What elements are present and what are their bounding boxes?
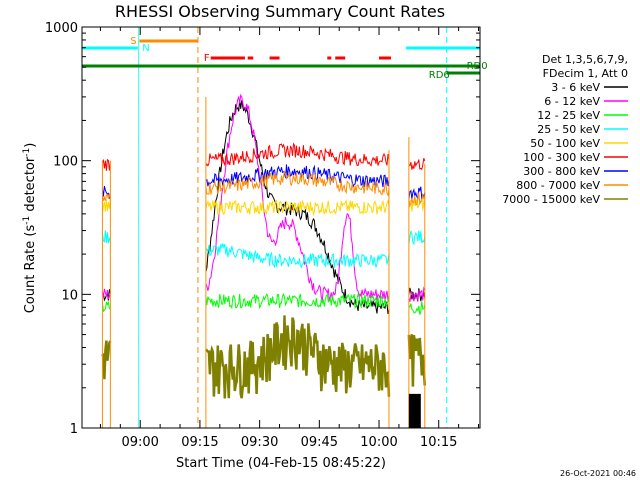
series-line: [408, 230, 426, 246]
series-7000-15000-kev: [101, 315, 427, 399]
chart-title: RHESSI Observing Summary Count Rates: [115, 2, 445, 21]
series-line: [101, 300, 111, 313]
series-line: [101, 198, 111, 212]
x-tick-label: 09:00: [121, 435, 158, 450]
series-line: [408, 158, 426, 171]
generation-timestamp: 26-Oct-2021 00:46: [560, 469, 636, 478]
legend-entry-label: 50 - 100 keV: [530, 137, 600, 150]
series-12-25-kev: [101, 292, 426, 315]
series-25-50-kev: [101, 230, 426, 269]
x-tick-label: 09:15: [181, 435, 218, 450]
series-line: [205, 164, 390, 189]
series-6-12-kev: [101, 93, 426, 302]
series-line: [205, 292, 390, 310]
series-line: [407, 334, 427, 387]
series-line: [101, 158, 111, 171]
series-line: [101, 193, 111, 201]
x-axis: 09:00 09:15 09:30 09:45 10:00 10:15: [99, 27, 480, 450]
x-tick-label: 10:15: [420, 435, 457, 450]
flag-label-s: S: [130, 36, 136, 47]
flag-label-f: F: [204, 53, 210, 64]
flag-label-n: N: [142, 43, 149, 54]
y-axis-label: Count Rate (s-1 detector-1): [22, 143, 38, 314]
y-tick-label: 1000: [45, 21, 78, 36]
flare-3-6-fill: [408, 393, 421, 428]
y-axis: 1000 100 10 1: [45, 21, 480, 437]
legend-entry-label: 3 - 6 keV: [551, 81, 600, 94]
legend-entry-label: 800 - 7000 keV: [516, 179, 600, 192]
legend-entry-label: 100 - 300 keV: [523, 151, 600, 164]
series-line: [205, 170, 390, 197]
y-tick-label: 1: [70, 422, 78, 437]
data-gap: [110, 27, 139, 428]
series-line: [101, 288, 111, 300]
y-tick-label: 100: [53, 155, 78, 170]
x-tick-label: 09:30: [241, 435, 278, 450]
series-line: [408, 197, 426, 212]
series-line: [101, 340, 112, 380]
legend: Det 1,3,5,6,7,9, FDecim 1, Att 0 3 - 6 k…: [502, 53, 628, 206]
data-gap: [389, 27, 409, 428]
legend-entry-label: 6 - 12 keV: [544, 95, 600, 108]
series-line: [205, 142, 390, 167]
legend-entry-label: 7000 - 15000 keV: [502, 193, 600, 206]
legend-header-2: FDecim 1, Att 0: [543, 67, 628, 80]
x-tick-label: 10:00: [360, 435, 397, 450]
x-tick-label: 09:45: [301, 435, 338, 450]
flag-label-rd0: RD0: [467, 61, 488, 72]
series-line: [205, 93, 390, 302]
legend-entry-label: 12 - 25 keV: [537, 109, 600, 122]
legend-entry-label: 300 - 800 keV: [523, 165, 600, 178]
series-line: [408, 286, 426, 302]
series-line: [408, 192, 426, 208]
plot-frame: [81, 26, 481, 429]
series-line: [408, 301, 426, 315]
series-line: [204, 315, 391, 399]
series-100-300-kev: [101, 142, 426, 171]
series-50-100-kev: [101, 197, 426, 217]
y-tick-label: 10: [61, 288, 78, 303]
series-800-7000-kev: [101, 170, 426, 208]
flags: SN F RD0 RD6: [82, 36, 488, 81]
legend-header-1: Det 1,3,5,6,7,9,: [542, 53, 628, 66]
series-line: [205, 199, 390, 217]
plot-area: SN F RD0 RD6: [82, 27, 488, 428]
flag-label-rd6: RD6: [429, 70, 450, 81]
legend-entry-label: 25 - 50 keV: [537, 123, 600, 136]
series-line: [205, 243, 390, 269]
x-axis-label: Start Time (04-Feb-15 08:45:22): [176, 456, 386, 471]
series-line: [101, 230, 111, 244]
